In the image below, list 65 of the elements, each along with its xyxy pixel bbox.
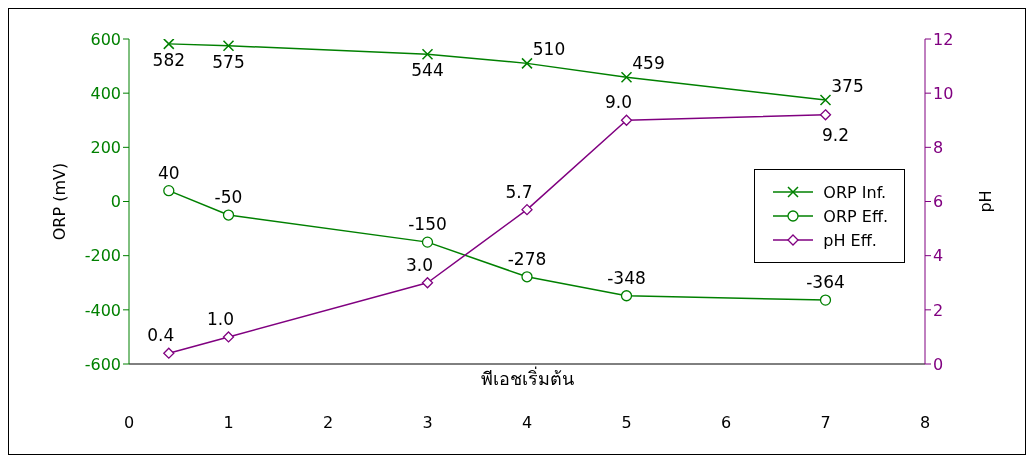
point xyxy=(620,71,633,83)
y-axis-title: ORP (mV) xyxy=(49,162,69,241)
y2-tick-label: 4 xyxy=(933,246,944,266)
point xyxy=(163,347,175,359)
point xyxy=(222,331,235,343)
point xyxy=(819,94,832,106)
point xyxy=(819,109,832,121)
y2-tick-label: 0 xyxy=(933,354,944,374)
point xyxy=(620,290,633,302)
y2-tick-label: 10 xyxy=(933,83,954,103)
data-label: 582 xyxy=(152,49,186,70)
data-label: -50 xyxy=(214,187,243,208)
x-axis-title: พีเอชเริ่มต้น xyxy=(480,365,574,389)
legend-label: ORP Eff. xyxy=(823,206,888,226)
y-tick-label: 400 xyxy=(90,83,121,103)
data-label: -278 xyxy=(507,248,547,269)
point xyxy=(222,209,235,221)
x-tick-label: 2 xyxy=(322,413,334,433)
point xyxy=(421,277,434,289)
x-tick-label: 5 xyxy=(621,413,632,433)
x-tick-label: 0 xyxy=(123,413,135,433)
data-label: 375 xyxy=(831,75,864,96)
y2-axis-title: pH xyxy=(975,190,995,213)
y-tick-label: 200 xyxy=(90,138,121,158)
data-label: 459 xyxy=(632,53,665,74)
data-label: 575 xyxy=(212,51,245,72)
point xyxy=(421,236,434,248)
legend-label: ORP Inf. xyxy=(823,182,887,202)
data-label: -150 xyxy=(408,214,447,235)
data-label: 9.0 xyxy=(604,92,633,113)
point xyxy=(620,114,633,126)
point xyxy=(163,39,175,50)
y2-tick-label: 6 xyxy=(933,192,944,212)
data-label: 40 xyxy=(157,162,180,183)
point xyxy=(521,203,533,216)
point xyxy=(421,48,434,60)
y-tick-label: 600 xyxy=(90,29,121,49)
x-tick-label: 7 xyxy=(820,413,831,433)
y-tick-label: -600 xyxy=(84,354,121,374)
data-label: 510 xyxy=(532,39,566,60)
data-label: 1.0 xyxy=(206,308,235,329)
x-tick-label: 4 xyxy=(521,413,533,433)
data-label: 544 xyxy=(411,60,444,81)
y-tick-label: 0 xyxy=(110,192,121,212)
y-tick-label: -400 xyxy=(84,300,121,320)
x-tick-label: 3 xyxy=(422,413,433,433)
y-tick-label: -200 xyxy=(84,246,121,266)
point xyxy=(521,271,533,283)
data-label: 5.7 xyxy=(505,181,533,202)
data-label: 9.2 xyxy=(821,124,850,145)
point xyxy=(819,294,832,306)
data-label: -364 xyxy=(806,272,845,293)
data-label: -348 xyxy=(607,267,646,288)
data-label: 0.4 xyxy=(147,325,175,346)
point xyxy=(521,57,533,70)
x-tick-label: 8 xyxy=(919,413,931,433)
x-tick-label: 1 xyxy=(223,413,234,433)
legend-label: pH Eff. xyxy=(823,230,877,250)
y2-tick-label: 12 xyxy=(933,29,954,49)
x-tick-label: 6 xyxy=(720,413,732,433)
point xyxy=(222,40,235,52)
data-label: 3.0 xyxy=(405,254,434,275)
point xyxy=(163,185,175,197)
y2-tick-label: 8 xyxy=(933,138,944,158)
y2-tick-label: 2 xyxy=(933,300,944,320)
